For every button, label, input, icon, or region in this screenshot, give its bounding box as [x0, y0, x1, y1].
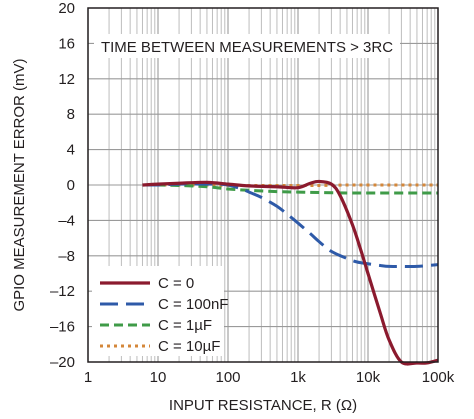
y-tick-labels: –20 –16 –12 –8 –4 0 4 8 12 16 20	[50, 0, 75, 371]
y-tick-label: –16	[50, 319, 75, 336]
x-tick-label: 100	[215, 369, 240, 386]
y-tick-label: –8	[58, 248, 75, 265]
x-tick-labels: 1 10 100 1k 10k 100k	[84, 369, 455, 386]
annotation-text: TIME BETWEEN MEASUREMENTS > 3RC	[101, 39, 393, 56]
y-tick-label: 0	[67, 177, 75, 194]
x-tick-label: 10	[150, 369, 167, 386]
y-tick-label: 4	[67, 142, 75, 159]
y-tick-label: –20	[50, 354, 75, 371]
series-lines	[142, 179, 439, 366]
x-tick-label: 1k	[290, 369, 306, 386]
legend-label-3: C = 10µF	[158, 338, 220, 355]
plot-frame	[87, 7, 439, 363]
legend-label-1: C = 100nF	[158, 296, 228, 313]
x-tick-label: 10k	[356, 369, 381, 386]
y-tick-label: –12	[50, 283, 75, 300]
legend: C = 0 C = 100nF C = 1µF C = 10µF	[100, 275, 228, 355]
legend-background	[92, 266, 224, 356]
y-tick-label: 12	[58, 71, 75, 88]
y-axis-label: GPIO MEASUREMENT ERROR (mV)	[11, 58, 28, 311]
y-tick-label: 16	[58, 35, 75, 52]
legend-label-2: C = 1µF	[158, 317, 212, 334]
series-line-2	[142, 183, 438, 195]
y-tick-label: –4	[58, 212, 75, 229]
series-line-0	[142, 179, 439, 366]
series-line-1	[142, 182, 439, 269]
legend-label-0: C = 0	[158, 275, 194, 292]
x-tick-label: 100k	[422, 369, 455, 386]
x-tick-label: 1	[84, 369, 92, 386]
x-axis-label: INPUT RESISTANCE, R (Ω)	[169, 397, 357, 414]
annotation-background	[94, 34, 400, 58]
y-tick-label: 8	[67, 106, 75, 123]
y-tick-label: 20	[58, 0, 75, 17]
